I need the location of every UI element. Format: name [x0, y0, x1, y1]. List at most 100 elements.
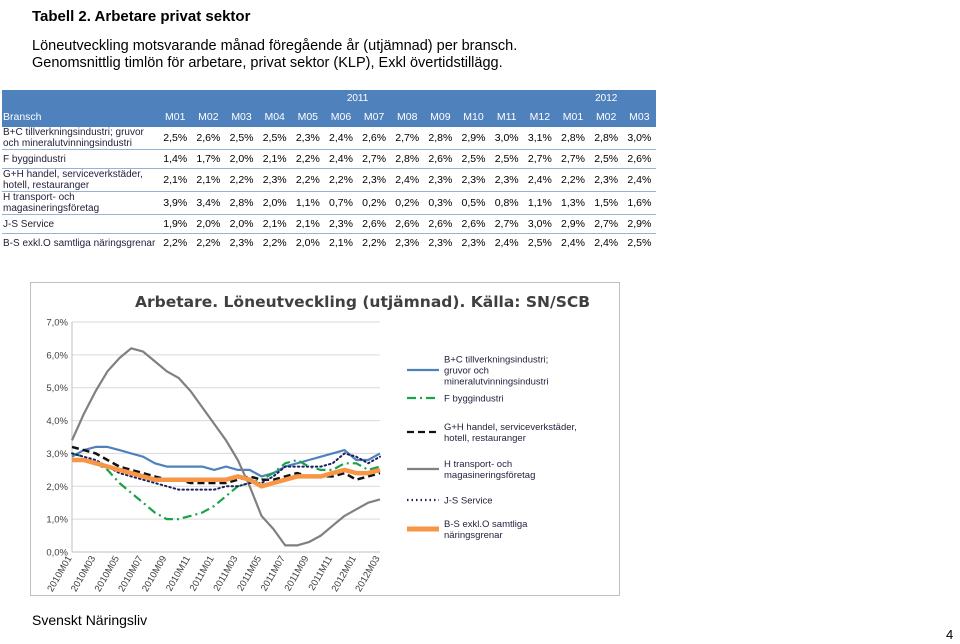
- table-cell: 2,0%: [224, 149, 259, 169]
- table-cell: 2,0%: [258, 191, 292, 215]
- table-cell: 2,3%: [229, 237, 254, 249]
- table-row: G+H handel, serviceverkstäder, hotell, r…: [2, 168, 656, 192]
- table-cell: 1,6%: [622, 191, 656, 215]
- chart-border: [30, 282, 620, 596]
- year-2011-header: 2011: [158, 90, 557, 107]
- table-row: F byggindustri 1,4% 1,7% 2,0% 2,1% 2,2% 2,4% 2,…: [2, 149, 656, 169]
- table-cell: 0,7%: [324, 191, 358, 215]
- month-header: M03: [224, 107, 259, 127]
- table-cell: 2,9%: [622, 214, 656, 234]
- table-cell: 2,3%: [461, 237, 486, 249]
- subtitle-line-2: Genomsnittlig timlön för arbetare, priva…: [32, 55, 503, 71]
- legend-label: B+C tillverkningsindustri; gruvor och mine…: [444, 355, 549, 388]
- table-cell: 2,1%: [258, 149, 292, 169]
- table-cell: 2,4%: [561, 237, 585, 249]
- month-header: M11: [490, 107, 524, 127]
- table-cell: 2,3%: [395, 237, 420, 249]
- table-cell: 2,6%: [390, 214, 424, 234]
- table-row: B+C tillverkningsindustri; gruvor och mi…: [2, 127, 656, 150]
- y-tick-label: 6,0%: [46, 350, 68, 361]
- table-row: J-S Service 1,9% 2,0% 2,0% 2,1% 2,1% 2,3% 2,6% 2…: [2, 214, 656, 234]
- table-cell: 2,4%: [523, 168, 557, 192]
- table-cell: 2,2%: [291, 168, 325, 192]
- table-cell: 2,1%: [291, 214, 325, 234]
- table-cell: 2,5%: [158, 127, 192, 150]
- table-cell: 2,1%: [328, 237, 353, 249]
- table-cell: 2,1%: [258, 214, 292, 234]
- month-header: M08: [390, 107, 424, 127]
- table-cell: 2,0%: [191, 214, 225, 234]
- table-cell: 0,8%: [490, 191, 524, 215]
- table-cell: 2,5%: [589, 149, 623, 169]
- series-line: [70, 347, 381, 547]
- table-cell: 2,6%: [357, 127, 391, 150]
- series-line: [71, 445, 381, 478]
- table-cell: 3,0%: [523, 214, 557, 234]
- year-2012-header: 2012: [556, 90, 656, 107]
- table-cell: 2,6%: [456, 214, 491, 234]
- chart-title: Arbetare. Löneutveckling (utjämnad). Käl…: [135, 293, 590, 311]
- row-label: J-S Service: [2, 214, 159, 234]
- table-cell: 2,3%: [423, 168, 457, 192]
- legend-label: B-S exkl.O samtliga näringsgrenar: [444, 519, 528, 541]
- month-header: M04: [258, 107, 292, 127]
- bransch-header: Bransch: [2, 107, 159, 127]
- table-cell: 2,5%: [456, 149, 491, 169]
- page-number: 4: [946, 627, 954, 642]
- table-cell: 2,3%: [456, 168, 491, 192]
- table-cell: 2,0%: [224, 214, 259, 234]
- table-cell: 2,2%: [262, 237, 287, 249]
- table-cell: 2,6%: [622, 149, 656, 169]
- month-header: M02: [589, 107, 623, 127]
- y-tick-label: 2,0%: [46, 482, 68, 493]
- table-cell: 0,5%: [456, 191, 491, 215]
- month-header: M05: [291, 107, 325, 127]
- table-cell: 2,3%: [428, 237, 453, 249]
- table-cell: 3,0%: [490, 127, 524, 150]
- table-cell: 3,9%: [158, 191, 192, 215]
- table-cell: 2,7%: [357, 149, 391, 169]
- table-cell: 0,3%: [423, 191, 457, 215]
- row-label: G+H handel, serviceverkstäder, hotell, r…: [2, 168, 159, 192]
- table-cell: 3,4%: [191, 191, 225, 215]
- series-line: [71, 452, 381, 521]
- table-cell: 2,2%: [291, 149, 325, 169]
- table-row: H transport- och magasineringsföretag 3,9…: [2, 191, 656, 215]
- table-cell: 2,8%: [423, 127, 457, 150]
- series-line: [71, 452, 381, 491]
- month-header: M10: [456, 107, 491, 127]
- month-header: M09: [423, 107, 457, 127]
- table-cell: 0,2%: [390, 191, 424, 215]
- table-cell: 2,3%: [291, 127, 325, 150]
- table-cell: 2,4%: [324, 149, 358, 169]
- table-cell: 2,5%: [627, 237, 652, 249]
- y-tick-label: 1,0%: [46, 515, 68, 526]
- month-header: M01: [158, 107, 192, 127]
- month-header: M06: [324, 107, 358, 127]
- table-cell: 2,4%: [622, 168, 656, 192]
- row-label: B-S exkl.O samtliga näringsgrenar: [3, 237, 156, 249]
- table-cell: 3,0%: [622, 127, 656, 150]
- legend-label: G+H handel, serviceverkstäder, hotell, re…: [444, 422, 577, 444]
- table-cell: 2,8%: [556, 127, 590, 150]
- year-header-row: 2011 2012: [2, 90, 656, 107]
- table-cell: 2,9%: [456, 127, 491, 150]
- table-cell: 1,5%: [589, 191, 623, 215]
- wage-table: 2011 2012 Bransch M01 M02 M03 M04 M05 M06 M07 M…: [2, 90, 656, 252]
- table-cell: 2,8%: [589, 127, 623, 150]
- table-cell: 2,7%: [556, 149, 590, 169]
- table-cell: 2,3%: [357, 168, 391, 192]
- series-line: [72, 457, 381, 489]
- table-cell: 1,7%: [191, 149, 225, 169]
- subtitle-line-1: Löneutveckling motsvarande månad föregåe…: [32, 38, 518, 54]
- table-cell: 2,7%: [589, 214, 623, 234]
- table-cell: 2,2%: [362, 237, 387, 249]
- table-cell: 2,3%: [490, 168, 524, 192]
- table-cell: 2,3%: [258, 168, 292, 192]
- table-cell: 2,0%: [295, 237, 320, 249]
- wage-chart: Arbetare. Löneutveckling (utjämnad). Käl…: [30, 282, 620, 596]
- y-tick-label: 7,0%: [46, 318, 68, 329]
- month-header: M07: [357, 107, 391, 127]
- table-cell: 2,4%: [594, 237, 619, 249]
- legend-label: J-S Service: [444, 496, 493, 507]
